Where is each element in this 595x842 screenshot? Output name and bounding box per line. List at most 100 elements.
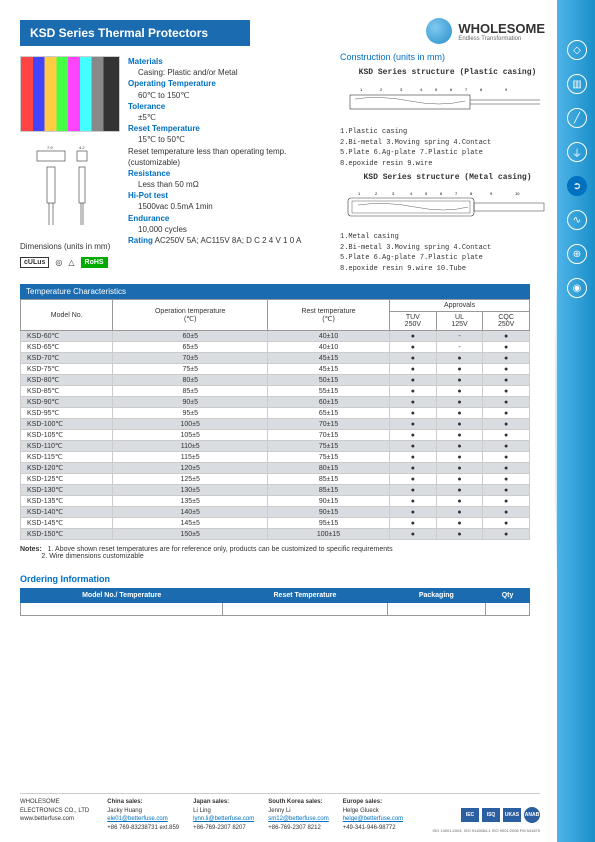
table-cell: 60±5 [113,331,268,342]
side-icon-2[interactable]: ▥ [567,74,587,94]
table-cell: 90±5 [113,397,268,408]
sidebar: ◇ ▥ ╱ ⏚ ➲ ∿ ⊕ ◉ [557,0,595,842]
footer-logo-ukas: UKAS [503,808,521,822]
reset-value: 15℃ to 50℃ [138,134,330,145]
table-row: KSD-75℃75±545±15●●● [21,364,530,375]
table-row: KSD-130℃130±585±15●●● [21,485,530,496]
optemp-label: Operating Temperature [128,78,330,89]
table-cell: ● [483,430,530,441]
order-col-1: Reset Temperature [223,589,387,603]
svg-text:9: 9 [505,87,508,92]
table-row: KSD-65℃65±540±10●-● [21,342,530,353]
table-cell: 125±5 [113,474,268,485]
tolerance-value: ±5℃ [138,112,330,123]
table-row: KSD-105℃105±570±15●●● [21,430,530,441]
reset-label: Reset Temperature [128,123,330,134]
side-icon-5-active[interactable]: ➲ [567,176,587,196]
svg-text:7.9: 7.9 [47,145,53,150]
svg-text:1: 1 [360,87,363,92]
side-icon-1[interactable]: ◇ [567,40,587,60]
table-cell: 65±5 [113,342,268,353]
order-col-2: Packaging [387,589,486,603]
svg-text:2: 2 [380,87,383,92]
table-cell: ● [483,408,530,419]
table-row: KSD-150℃150±5100±15●●● [21,529,530,540]
table-row: KSD-85℃85±555±15●●● [21,386,530,397]
table-cell: 100±5 [113,419,268,430]
svg-text:3: 3 [392,191,395,196]
table-row: KSD-125℃125±585±15●●● [21,474,530,485]
notes-label: Notes: [20,546,42,553]
table-cell: ● [436,474,483,485]
casing-value: Plastic and/or Metal [167,68,237,77]
footer-email-link[interactable]: ele01@betterfuse.com [107,816,167,822]
product-photo [20,56,120,132]
table-cell: ● [483,463,530,474]
svg-text:5: 5 [425,191,428,196]
table-cell: ● [436,518,483,529]
table-cell: ● [390,331,437,342]
side-icon-6[interactable]: ∿ [567,210,587,230]
brand-name: WHOLESOME [458,21,545,36]
svg-text:7: 7 [455,191,458,196]
hipot-value: 1500vac 0.5mA 1min [138,201,330,212]
table-cell: KSD-95℃ [21,408,113,419]
footer-email-link[interactable]: sm12@betterfuse.com [268,816,328,822]
table-cell: ● [483,496,530,507]
table-cell: 95±5 [113,408,268,419]
table-cell: 95±15 [268,518,390,529]
brand-block: WHOLESOME Endless Transformation [426,18,545,44]
side-icon-3[interactable]: ╱ [567,108,587,128]
table-cell: ● [483,529,530,540]
table-cell: ● [436,507,483,518]
table-cell: ● [390,496,437,507]
table-cell: ● [483,364,530,375]
table-cell: 90±15 [268,496,390,507]
table-cell: 60±15 [268,397,390,408]
resistance-label: Resistance [128,168,330,179]
table-cell: 120±5 [113,463,268,474]
table-cell: ● [436,452,483,463]
svg-text:3: 3 [400,87,403,92]
table-cell: ● [390,474,437,485]
brand-logo-icon [426,18,452,44]
side-icon-8[interactable]: ◉ [567,278,587,298]
table-cell: KSD-145℃ [21,518,113,529]
table-cell: ● [390,375,437,386]
footer-logo-isq: ISQ [482,808,500,822]
col-rest: Rest temperature (℃) [268,300,390,331]
footer-email-link[interactable]: lynn.li@betterfuse.com [193,816,254,822]
table-cell: KSD-115℃ [21,452,113,463]
svg-text:10: 10 [515,191,520,196]
footer-contact: Europe sales:Helge Glueckhelge@betterfus… [343,798,403,832]
table-cell: 75±15 [268,441,390,452]
table-cell: 90±15 [268,507,390,518]
table-cell: 130±5 [113,485,268,496]
side-icon-7[interactable]: ⊕ [567,244,587,264]
footer-cert-logos: IEC ISQ UKAS ANAB ISO 14001:2004, ISO 91… [461,798,540,832]
svg-text:9: 9 [490,191,493,196]
ordering-header: Ordering Information [20,574,555,584]
table-cell: KSD-130℃ [21,485,113,496]
table-cell: 85±15 [268,485,390,496]
table-cell: ● [436,463,483,474]
order-col-3: Qty [486,589,530,603]
table-cell: ● [390,485,437,496]
table-cell: 40±10 [268,331,390,342]
cert-circle: ◎ [55,258,62,267]
note-2: 2. Wire dimensions customizable [41,553,143,560]
table-cell: ● [483,518,530,529]
footer-contact: Japan sales:Li Linglynn.li@betterfuse.co… [193,798,254,832]
dimensions-label: Dimensions (units in mm) [20,242,120,251]
side-icon-4[interactable]: ⏚ [567,142,587,162]
table-row: KSD-145℃145±595±15●●● [21,518,530,529]
svg-text:4.2: 4.2 [79,145,85,150]
table-cell: ● [483,386,530,397]
table-cell: ● [390,364,437,375]
table-cell: 55±15 [268,386,390,397]
notes-block: Notes: 1. Above shown reset temperatures… [20,546,555,560]
footer-email-link[interactable]: helge@betterfuse.com [343,816,403,822]
svg-text:8: 8 [470,191,473,196]
table-row: KSD-60℃60±540±10●-● [21,331,530,342]
page-title: KSD Series Thermal Protectors [20,20,250,46]
